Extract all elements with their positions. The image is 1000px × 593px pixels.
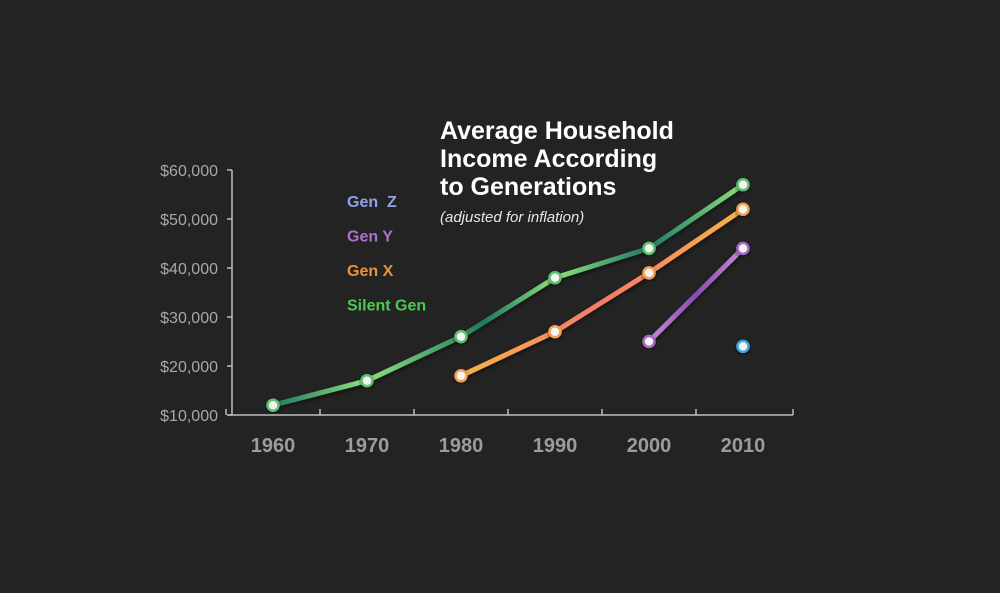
series-line (646, 245, 746, 344)
data-point (548, 271, 562, 285)
y-tick-label: $50,000 (160, 212, 218, 229)
y-tick-label: $30,000 (160, 310, 218, 327)
data-point (642, 334, 656, 349)
title-line-1: Average Household (440, 117, 674, 145)
data-point (454, 369, 468, 383)
axes (228, 170, 793, 416)
y-tick-label: $10,000 (160, 408, 218, 425)
y-tick-label: $60,000 (160, 163, 218, 180)
data-point (266, 398, 280, 412)
legend: Gen Z Gen Y Gen X Silent Gen (295, 194, 426, 315)
data-point (736, 339, 750, 354)
series-gen-x (454, 202, 750, 383)
x-tick-label: 2010 (721, 435, 766, 457)
series-line (270, 182, 746, 408)
y-tick-label: $20,000 (160, 359, 218, 376)
data-point (642, 266, 656, 280)
data-point (548, 324, 562, 339)
x-axis-ticks: 1960 1970 1980 1990 2000 2010 (225, 409, 794, 457)
y-axis-ticks: $10,000 $20,000 $30,000 $40,000 $50,000 $60,0… (160, 163, 232, 425)
series-gen-y (642, 241, 750, 349)
x-tick-label: 2000 (627, 435, 672, 457)
data-point (360, 373, 374, 388)
legend-label: Gen Y (347, 229, 393, 246)
x-tick-label: 1960 (251, 435, 296, 457)
legend-label: Silent Gen (347, 298, 426, 315)
chart-title: Average Household Income According to Ge… (440, 117, 674, 226)
data-point (736, 202, 750, 216)
x-tick-label: 1990 (533, 435, 578, 457)
y-tick-label: $40,000 (160, 261, 218, 278)
data-point (736, 241, 750, 256)
x-tick-label: 1980 (439, 435, 484, 457)
title-line-3: to Generations (440, 173, 616, 201)
data-point (736, 177, 750, 192)
legend-label: Gen Z (347, 194, 397, 211)
series-line (458, 206, 746, 379)
series-silent-gen (266, 177, 750, 412)
series-gen-z (736, 339, 750, 354)
x-tick-label: 1970 (345, 435, 390, 457)
title-line-2: Income According (440, 145, 657, 173)
legend-label: Gen X (347, 263, 394, 280)
chart-subtitle: (adjusted for inflation) (440, 209, 584, 226)
data-point (642, 241, 656, 256)
data-point (454, 329, 468, 344)
series-layer (266, 177, 750, 412)
